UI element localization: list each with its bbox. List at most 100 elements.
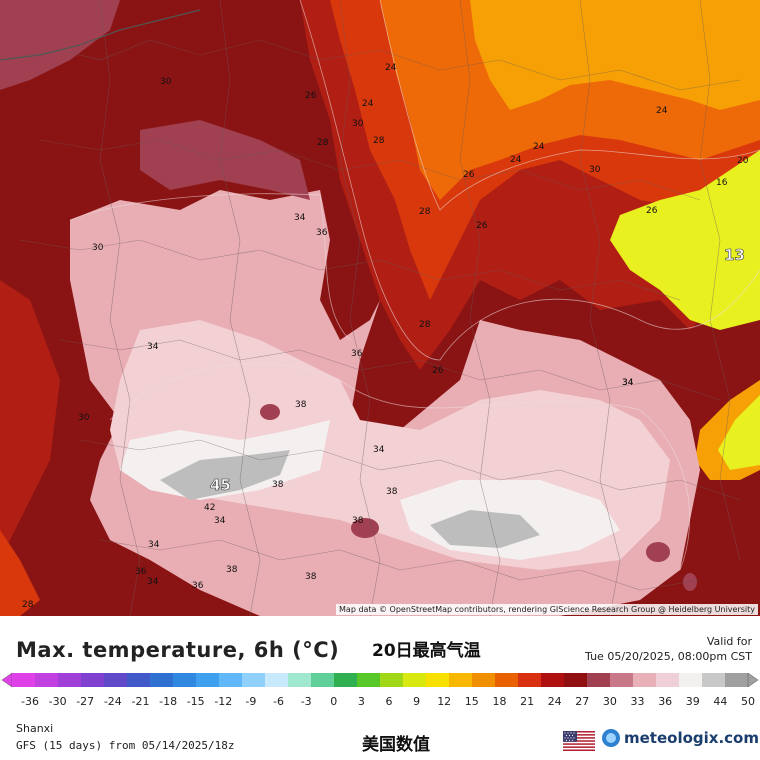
scale-tick-label: 0 — [330, 695, 337, 708]
scale-tick-label: 15 — [465, 695, 479, 708]
isoline-label: 26 — [646, 206, 658, 216]
isoline-label: 30 — [589, 165, 601, 175]
scale-tick-label: 21 — [520, 695, 534, 708]
scale-tick-label: 39 — [686, 695, 700, 708]
isoline-label: 34 — [148, 540, 160, 550]
scale-tick-label: -24 — [104, 695, 122, 708]
isoline-label: 24 — [385, 63, 397, 73]
brand-name: meteologix.com — [624, 729, 759, 747]
scale-tick-label: -6 — [273, 695, 284, 708]
scale-color-box — [104, 673, 128, 687]
isoline-label: 24 — [656, 106, 668, 116]
isoline-label: 34 — [147, 342, 159, 352]
scale-color-box — [196, 673, 220, 687]
isotherms — [69, 0, 760, 571]
scale-color-box — [725, 673, 749, 687]
scale-color-box — [472, 673, 496, 687]
meteologix-logo[interactable]: meteologix.com — [602, 729, 759, 747]
scale-color-box — [587, 673, 611, 687]
scale-right-arrow — [747, 672, 759, 688]
scale-color-box — [242, 673, 266, 687]
temperature-map[interactable]: 30 26 24 24 30 28 28 24 24 26 24 20 16 30 26 28 34 36 26 30… — [0, 0, 760, 616]
isoline-label: 42 — [204, 503, 215, 513]
scale-tick-label: -3 — [301, 695, 312, 708]
isoline-label: 28 — [317, 138, 329, 148]
scale-color-box — [173, 673, 197, 687]
min-temp-label: 13 — [724, 246, 745, 264]
isoline-label: 30 — [92, 243, 104, 253]
scale-color-box — [311, 673, 335, 687]
scale-tick-label: -12 — [214, 695, 232, 708]
scale-color-box — [12, 673, 36, 687]
scale-color-box — [334, 673, 358, 687]
scale-tick-label: -21 — [132, 695, 150, 708]
isoline-label: 28 — [419, 320, 431, 330]
isoline-label: 20 — [737, 156, 749, 166]
hotspot-2 — [683, 573, 697, 591]
isoline-label: 30 — [78, 413, 90, 423]
scale-color-box — [633, 673, 657, 687]
scale-color-box — [449, 673, 473, 687]
valid-time-block: Valid for Tue 05/20/2025, 08:00pm CST — [585, 634, 752, 664]
meteologix-globe-icon — [602, 729, 620, 747]
isoline-label: 28 — [419, 207, 431, 217]
scale-color-box — [150, 673, 174, 687]
scale-tick-label: -18 — [159, 695, 177, 708]
scale-color-box — [564, 673, 588, 687]
map-region-yellow — [610, 150, 760, 330]
isoline-label: 34 — [373, 445, 385, 455]
admin-borders — [0, 0, 741, 616]
isoline-label: 26 — [305, 91, 317, 101]
scale-color-box — [127, 673, 151, 687]
map-region-west-red — [0, 280, 60, 560]
isoline-label: 38 — [295, 400, 307, 410]
isoline-label: 28 — [373, 136, 385, 146]
scale-color-box — [679, 673, 703, 687]
scale-tick-label: 6 — [386, 695, 393, 708]
hotspot-4 — [260, 404, 280, 420]
scale-tick-label: -9 — [245, 695, 256, 708]
scale-color-box — [403, 673, 427, 687]
scale-tick-label: 27 — [575, 695, 589, 708]
map-region-southeast-yellow — [718, 395, 760, 470]
map-region-north-mauve — [140, 120, 310, 200]
scale-tick-label: 24 — [548, 695, 562, 708]
scale-color-box — [656, 673, 680, 687]
isoline-label: 16 — [716, 178, 728, 188]
model-run-label: GFS (15 days) from 05/14/2025/18z — [16, 739, 235, 752]
scale-labels: -36 -30 -27 -24 -21 -18 -15 -12 -9 -6 -3 0 3 6 9 12 15 18… — [21, 695, 755, 708]
isoline-label: 26 — [432, 366, 444, 376]
scale-tick-label: 36 — [658, 695, 672, 708]
map-region-grey-east — [430, 510, 540, 548]
scale-tick-label: 12 — [437, 695, 451, 708]
scale-color-box — [541, 673, 565, 687]
scale-color-box — [380, 673, 404, 687]
scale-color-box — [426, 673, 450, 687]
chinese-source-label: 美国数值 — [362, 735, 430, 755]
map-region-southwest-orange — [0, 530, 40, 616]
hotspot-3 — [351, 518, 379, 538]
scale-color-box — [58, 673, 82, 687]
scale-tick-label: 9 — [413, 695, 420, 708]
scale-color-box — [702, 673, 726, 687]
map-region-northwest-pink — [0, 0, 120, 90]
scale-tick-label: 18 — [493, 695, 507, 708]
isoline-label: 38 — [352, 516, 364, 526]
max-temp-label: 45 — [210, 476, 231, 494]
map-attribution[interactable]: Map data © OpenStreetMap contributors, r… — [336, 604, 758, 615]
scale-color-box — [81, 673, 105, 687]
isoline-label: 34 — [294, 213, 306, 223]
us-flag-icon[interactable] — [563, 731, 595, 751]
isoline-label: 30 — [352, 119, 364, 129]
isoline-label: 34 — [214, 516, 226, 526]
isoline-label: 34 — [622, 378, 634, 388]
valid-label: Valid for — [706, 635, 752, 648]
scale-boxes — [12, 673, 749, 687]
scale-tick-label: 44 — [713, 695, 727, 708]
isoline-label: 24 — [510, 155, 522, 165]
map-region-grey-west — [160, 450, 290, 500]
scale-tick-label: -15 — [187, 695, 205, 708]
chart-title: Max. temperature, 6h (°C) — [16, 638, 340, 662]
